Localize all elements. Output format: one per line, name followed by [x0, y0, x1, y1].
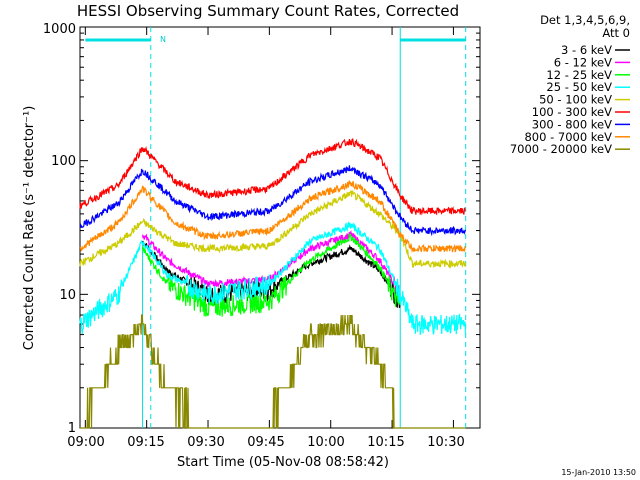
- legend-label: 12 - 25 keV: [546, 68, 612, 82]
- legend-label: 25 - 50 keV: [546, 80, 612, 94]
- legend-label: 100 - 300 keV: [532, 105, 612, 119]
- x-tick-label-0930: 09:30: [187, 435, 224, 450]
- y-tick-label-100: 100: [51, 154, 76, 169]
- x-tick-label-0945: 09:45: [247, 435, 284, 450]
- legend-label: 50 - 100 keV: [539, 93, 612, 107]
- y-tick-label-1: 1: [68, 421, 76, 436]
- axis-ticks: [80, 27, 480, 429]
- series-line-300-800keV: [79, 165, 467, 237]
- x-tick-label-0915: 09:15: [127, 435, 164, 450]
- legend-label: 3 - 6 keV: [561, 43, 612, 57]
- series-line-3-6keV: [142, 240, 401, 309]
- series-line-12-25keV: [142, 232, 401, 317]
- x-tick-label-1030: 10:30: [427, 435, 464, 450]
- legend-label: 300 - 800 keV: [532, 117, 612, 131]
- x-axis-label: Start Time (05-Nov-08 08:58:42): [177, 455, 389, 470]
- x-tick-label-1000: 10:00: [307, 435, 344, 450]
- y-tick-label-1000: 1000: [43, 22, 76, 37]
- legend-label: 6 - 12 keV: [554, 55, 612, 69]
- series-line-50-100keV: [79, 190, 467, 270]
- series-line-800-7000keV: [79, 180, 466, 254]
- y-axis-label: Corrected Count Rate (s⁻¹ detector⁻¹): [22, 106, 37, 351]
- legend-header-line2: Att 0: [602, 26, 630, 40]
- x-tick-label-1015: 10:15: [367, 435, 404, 450]
- legend-label: 800 - 7000 keV: [524, 130, 612, 144]
- y-tick-label-10: 10: [59, 288, 76, 303]
- plot-frame: [79, 26, 481, 429]
- series-lines: [79, 138, 467, 429]
- x-tick-label-0900: 09:00: [67, 435, 104, 450]
- series-line-100-300keV: [79, 138, 466, 216]
- event-markers: [85, 27, 467, 428]
- series-line-25-50keV: [79, 220, 467, 335]
- flag-label: N: [160, 35, 166, 44]
- series-line-7000-20000keV: [80, 314, 466, 429]
- chart-title: HESSI Observing Summary Count Rates, Cor…: [77, 2, 459, 20]
- timestamp: 15-Jan-2010 13:50: [561, 468, 636, 477]
- legend-header-line1: Det 1,3,4,5,6,9,: [540, 13, 630, 27]
- legend-label: 7000 - 20000 keV: [510, 142, 612, 156]
